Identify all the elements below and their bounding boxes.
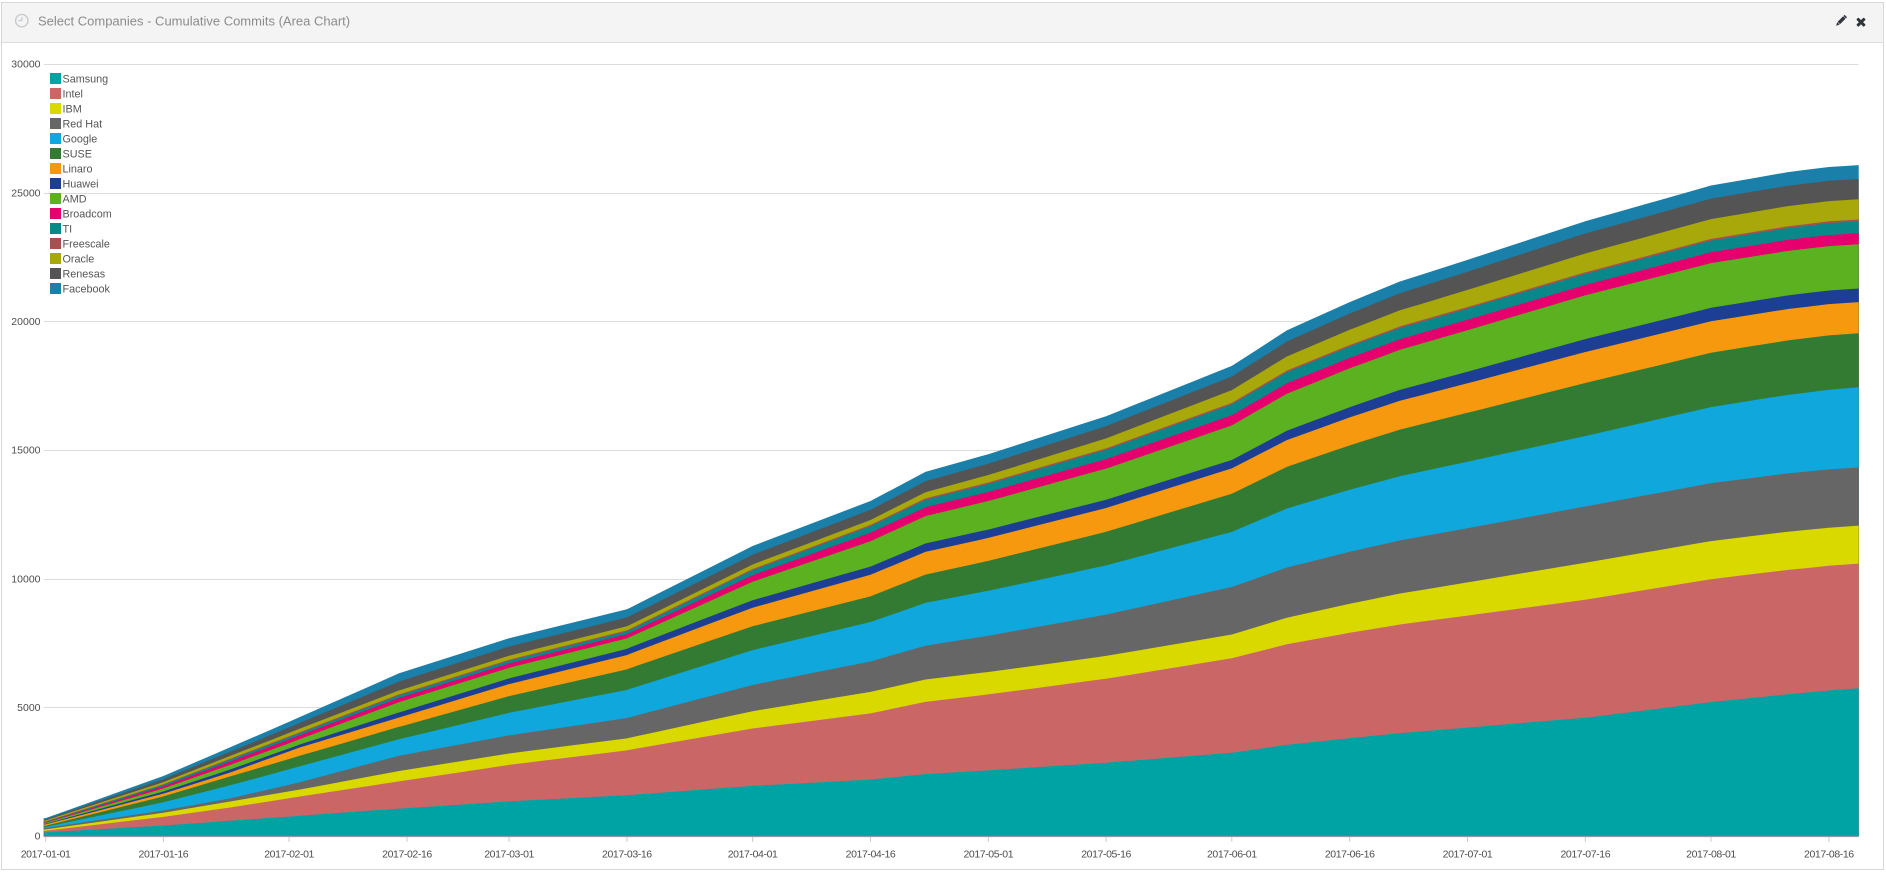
svg-text:2017-06-01: 2017-06-01 (1207, 849, 1257, 861)
svg-text:Oracle: Oracle (63, 253, 95, 265)
svg-text:2017-03-01: 2017-03-01 (484, 849, 534, 861)
svg-text:Select Companies - Cumulative: Select Companies - Cumulative Commits (A… (38, 14, 350, 29)
svg-text:2017-07-01: 2017-07-01 (1443, 849, 1493, 861)
svg-text:2017-01-16: 2017-01-16 (139, 849, 189, 861)
svg-text:15000: 15000 (11, 445, 40, 457)
svg-text:IBM: IBM (63, 103, 82, 115)
svg-text:2017-04-16: 2017-04-16 (846, 849, 896, 861)
svg-text:Google: Google (63, 133, 98, 145)
svg-text:Linaro: Linaro (63, 163, 93, 175)
svg-text:Intel: Intel (63, 88, 83, 100)
svg-text:2017-08-01: 2017-08-01 (1686, 849, 1736, 861)
svg-text:20000: 20000 (11, 316, 40, 328)
svg-text:2017-02-16: 2017-02-16 (382, 849, 432, 861)
svg-text:AMD: AMD (63, 193, 87, 205)
svg-text:0: 0 (35, 831, 41, 843)
svg-text:2017-05-01: 2017-05-01 (963, 849, 1013, 861)
svg-text:2017-02-01: 2017-02-01 (264, 849, 314, 861)
svg-text:Red Hat: Red Hat (63, 118, 103, 130)
svg-text:2017-08-16: 2017-08-16 (1804, 849, 1854, 861)
svg-text:Samsung: Samsung (63, 73, 109, 85)
svg-text:2017-07-16: 2017-07-16 (1560, 849, 1610, 861)
svg-text:Freescale: Freescale (63, 238, 110, 250)
svg-text:TI: TI (63, 223, 73, 235)
svg-text:2017-06-16: 2017-06-16 (1325, 849, 1375, 861)
svg-text:2017-01-01: 2017-01-01 (21, 849, 71, 861)
svg-text:2017-05-16: 2017-05-16 (1081, 849, 1131, 861)
svg-text:Facebook: Facebook (63, 283, 111, 295)
svg-text:Broadcom: Broadcom (63, 208, 112, 220)
svg-text:25000: 25000 (11, 187, 40, 199)
svg-text:10000: 10000 (11, 573, 40, 585)
svg-text:2017-03-16: 2017-03-16 (602, 849, 652, 861)
svg-text:2017-04-01: 2017-04-01 (728, 849, 778, 861)
svg-text:Renesas: Renesas (63, 268, 106, 280)
svg-text:5000: 5000 (17, 702, 41, 714)
svg-text:Huawei: Huawei (63, 178, 99, 190)
svg-text:30000: 30000 (11, 59, 40, 71)
svg-text:SUSE: SUSE (63, 148, 92, 160)
